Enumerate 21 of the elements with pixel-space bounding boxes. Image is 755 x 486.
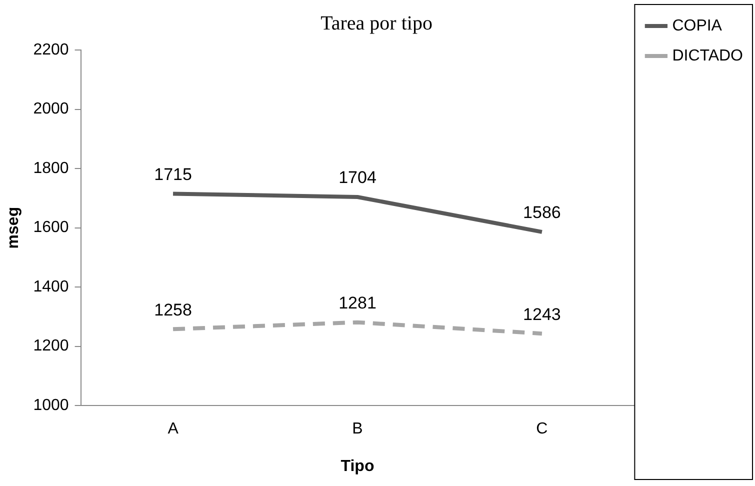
data-label: 1704 bbox=[338, 168, 376, 188]
data-label: 1586 bbox=[523, 203, 561, 222]
x-tick-label: C bbox=[536, 420, 548, 438]
y-axis-title: mseg bbox=[5, 206, 22, 249]
x-tick-label: B bbox=[352, 420, 363, 438]
chart-title: Tarea por tipo bbox=[320, 12, 432, 34]
y-tick-label: 1600 bbox=[33, 219, 69, 236]
x-tick-label: A bbox=[168, 420, 179, 438]
data-label: 1281 bbox=[338, 294, 376, 313]
data-label: 1243 bbox=[523, 304, 561, 324]
data-label: 1715 bbox=[154, 164, 192, 184]
y-tick-label: 1200 bbox=[33, 338, 69, 355]
x-axis-title: Tipo bbox=[340, 458, 374, 475]
y-tick-label: 1800 bbox=[33, 160, 69, 177]
y-tick-label: 1000 bbox=[33, 397, 69, 414]
legend-label: DICTADO bbox=[672, 47, 743, 64]
y-tick-label: 2200 bbox=[33, 41, 69, 58]
y-tick-label: 2000 bbox=[33, 100, 69, 118]
y-tick-label: 1400 bbox=[33, 278, 69, 296]
data-label: 1258 bbox=[154, 300, 192, 320]
legend-label: COPIA bbox=[672, 17, 722, 34]
